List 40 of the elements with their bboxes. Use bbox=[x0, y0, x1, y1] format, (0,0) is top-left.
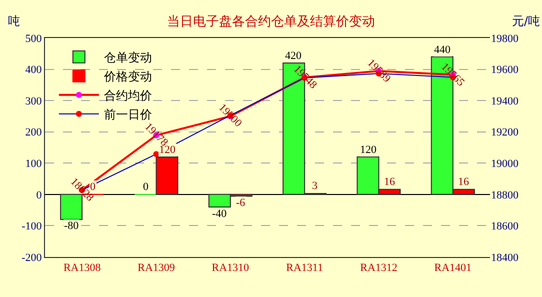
y-tick-label: 0 bbox=[36, 189, 42, 202]
data-label: -80 bbox=[64, 220, 80, 232]
y-tick-label: 100 bbox=[25, 158, 42, 170]
data-label: 120 bbox=[159, 144, 176, 156]
legend-label: 价格变动 bbox=[102, 70, 152, 84]
y2-tick-label: 19000 bbox=[491, 158, 519, 170]
x-tick-label: RA1309 bbox=[138, 262, 176, 274]
y2-tick-label: 19400 bbox=[491, 95, 519, 108]
legend-label: 前一日价 bbox=[104, 108, 152, 122]
y2-tick-label: 18600 bbox=[491, 220, 519, 233]
data-label: 16 bbox=[384, 176, 396, 188]
y2-tick-label: 19800 bbox=[491, 32, 519, 45]
x-tick-label: RA1308 bbox=[63, 262, 102, 274]
chart-title: 当日电子盘各合约仓单及结算价变动 bbox=[167, 14, 375, 30]
y2-tick-label: 19600 bbox=[491, 64, 519, 76]
y-axis-title: 吨 bbox=[8, 14, 20, 28]
y-tick-label: 200 bbox=[25, 126, 42, 139]
x-tick-label: RA1310 bbox=[212, 262, 250, 274]
data-label: 120 bbox=[360, 144, 377, 156]
y-tick-label: 300 bbox=[25, 95, 42, 108]
y2-tick-label: 18400 bbox=[491, 252, 519, 264]
y2-tick-label: 18800 bbox=[491, 189, 519, 202]
data-label: 0 bbox=[143, 181, 149, 193]
x-tick-label: RA1311 bbox=[286, 262, 324, 274]
data-label: 440 bbox=[434, 44, 451, 56]
legend-label: 合约均价 bbox=[104, 88, 152, 103]
y-tick-label: 400 bbox=[25, 64, 42, 76]
y-tick-label: 500 bbox=[25, 32, 42, 45]
data-label: -40 bbox=[212, 208, 228, 220]
data-label: 3 bbox=[312, 180, 318, 192]
x-tick-label: RA1312 bbox=[360, 262, 398, 274]
y-tick-label: -100 bbox=[22, 220, 42, 233]
x-tick-label: RA1401 bbox=[434, 262, 472, 274]
legend-label: 仓单变动 bbox=[104, 50, 152, 65]
data-label: -6 bbox=[236, 197, 246, 209]
data-label: 16 bbox=[458, 176, 470, 188]
y2-tick-label: 19200 bbox=[491, 126, 519, 139]
y-tick-label: -200 bbox=[22, 252, 42, 264]
data-label: 420 bbox=[285, 50, 302, 62]
y2-axis-title: 元/吨 bbox=[512, 14, 540, 28]
